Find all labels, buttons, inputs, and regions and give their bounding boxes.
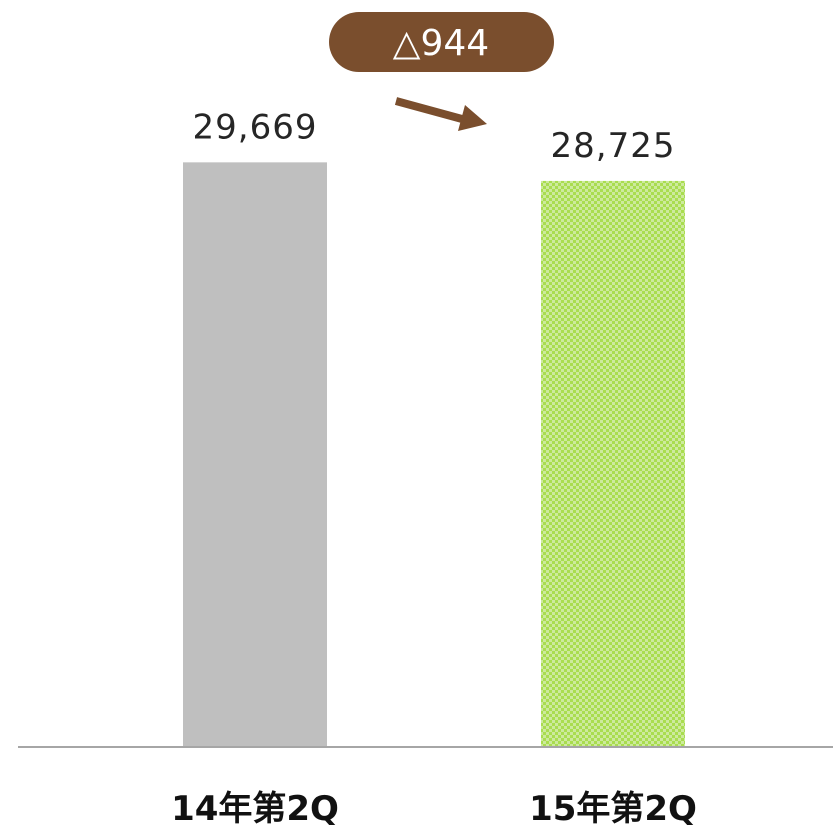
change-annotation: △944 bbox=[329, 12, 554, 131]
change-badge bbox=[329, 12, 554, 72]
bar-value-label: 28,725 bbox=[551, 126, 676, 166]
bars bbox=[183, 162, 685, 746]
bar-2 bbox=[541, 180, 685, 746]
category-label: 15年第2Q bbox=[529, 789, 697, 828]
bar-1 bbox=[183, 162, 327, 746]
change-badge-text: △944 bbox=[393, 23, 489, 64]
category-labels: 14年第2Q 15年第2Q bbox=[171, 789, 697, 828]
arrow-right-down-icon bbox=[394, 97, 487, 131]
bar-value-label: 29,669 bbox=[193, 107, 318, 147]
category-label: 14年第2Q bbox=[171, 789, 339, 828]
value-labels: 29,669 28,725 bbox=[193, 107, 676, 166]
